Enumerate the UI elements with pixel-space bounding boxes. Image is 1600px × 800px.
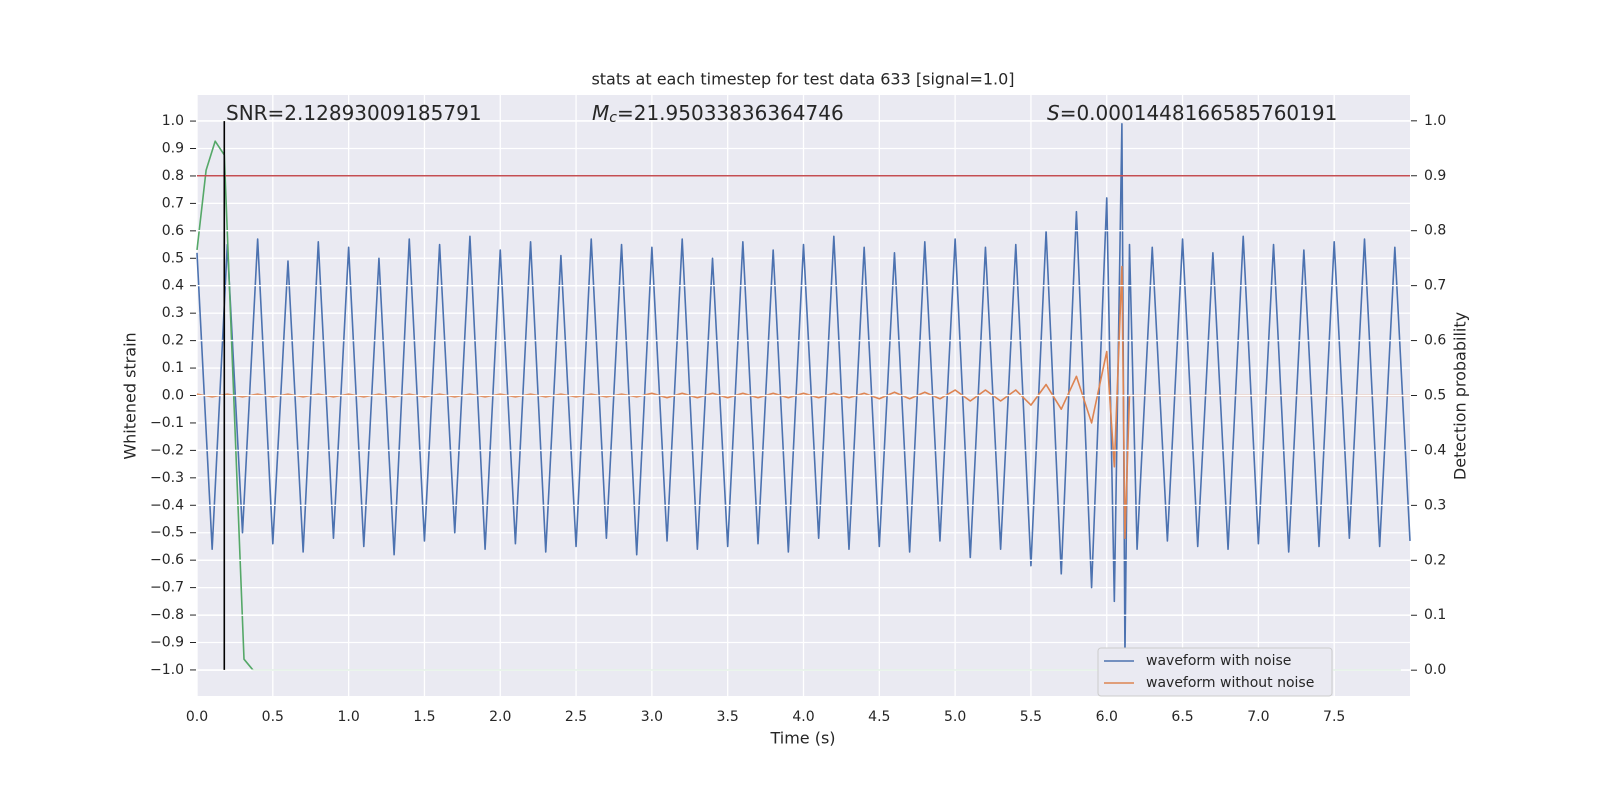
y-tick-label: 0.4 <box>162 278 184 294</box>
legend-label: waveform without noise <box>1146 675 1314 691</box>
y2-tick-label: 0.5 <box>1424 388 1446 404</box>
y-tick-label: 1.0 <box>162 113 184 129</box>
y-tick-label: 0.2 <box>162 333 184 349</box>
chart-title: stats at each timestep for test data 633… <box>591 70 1014 89</box>
y-tick-label: −0.6 <box>150 552 184 568</box>
x-tick-label: 3.0 <box>641 709 663 725</box>
y-tick-label: −0.5 <box>150 525 184 541</box>
y2-tick-label: 0.3 <box>1424 497 1446 513</box>
x-tick-label: 2.0 <box>489 709 511 725</box>
series-line <box>196 123 1411 658</box>
y-tick-label: 0.1 <box>162 360 184 376</box>
y-tick-label: −0.3 <box>150 470 184 486</box>
x-tick-label: 6.0 <box>1096 709 1118 725</box>
x-tick-label: 4.0 <box>792 709 814 725</box>
y2-tick-label: 0.0 <box>1424 662 1446 678</box>
y-tick-label: −0.9 <box>150 634 184 650</box>
annotation-part: SNR=2.12893009185791 <box>226 101 482 125</box>
x-tick-label: 7.0 <box>1247 709 1269 725</box>
annotation-part: =21.95033836364746 <box>617 101 844 125</box>
y-tick-label: −0.2 <box>150 442 184 458</box>
legend-box <box>1097 647 1333 697</box>
y-tick-label: −0.8 <box>150 607 184 623</box>
annotation-part: c <box>609 110 617 126</box>
y-tick-label: 0.6 <box>162 223 184 239</box>
y-tick-label: −1.0 <box>150 662 184 678</box>
x-tick-label: 5.0 <box>944 709 966 725</box>
x-tick-label: 5.5 <box>1020 709 1042 725</box>
x-tick-label: 0.0 <box>186 709 208 725</box>
legend-label: waveform with noise <box>1146 653 1291 669</box>
y-tick-label: −0.4 <box>150 497 184 513</box>
x-tick-label: 6.5 <box>1171 709 1193 725</box>
y-tick-label: 0.5 <box>162 250 184 266</box>
x-tick-label: 1.5 <box>413 709 435 725</box>
y2-tick-label: 0.8 <box>1424 223 1446 239</box>
y-tick-label: 0.0 <box>162 388 184 404</box>
y2-tick-label: 0.1 <box>1424 607 1446 623</box>
y-axis-label: Whitened strain <box>121 332 140 459</box>
x-tick-label: 4.5 <box>868 709 890 725</box>
y-tick-label: −0.1 <box>150 415 184 431</box>
y-tick-label: 0.8 <box>162 168 184 184</box>
y2-axis-label: Detection probability <box>1451 312 1470 480</box>
x-axis-label: Time (s) <box>769 729 835 748</box>
y2-tick-label: 0.2 <box>1424 552 1446 568</box>
annotation-part: M <box>592 101 609 125</box>
x-tick-label: 2.5 <box>565 709 587 725</box>
y2-tick-label: 0.9 <box>1424 168 1446 184</box>
y2-tick-label: 1.0 <box>1424 113 1446 129</box>
annotation: SNR=2.12893009185791 <box>226 101 482 125</box>
y2-tick-label: 0.7 <box>1424 278 1446 294</box>
y2-tick-label: 0.6 <box>1424 333 1446 349</box>
x-tick-label: 0.5 <box>262 709 284 725</box>
y-tick-label: 0.3 <box>162 305 184 321</box>
annotation: Mc=21.95033836364746 <box>592 101 844 126</box>
x-tick-label: 3.5 <box>717 709 739 725</box>
y-tick-label: −0.7 <box>150 580 184 596</box>
x-tick-label: 7.5 <box>1323 709 1345 725</box>
x-tick-label: 1.0 <box>337 709 359 725</box>
annotation: S=0.0001448166585760191 <box>1047 101 1337 125</box>
y-tick-label: 0.9 <box>162 141 184 157</box>
y2-tick-label: 0.4 <box>1424 442 1446 458</box>
annotation-part: =0.0001448166585760191 <box>1060 101 1338 125</box>
y-tick-label: 0.7 <box>162 195 184 211</box>
annotation-part: S <box>1047 101 1060 125</box>
